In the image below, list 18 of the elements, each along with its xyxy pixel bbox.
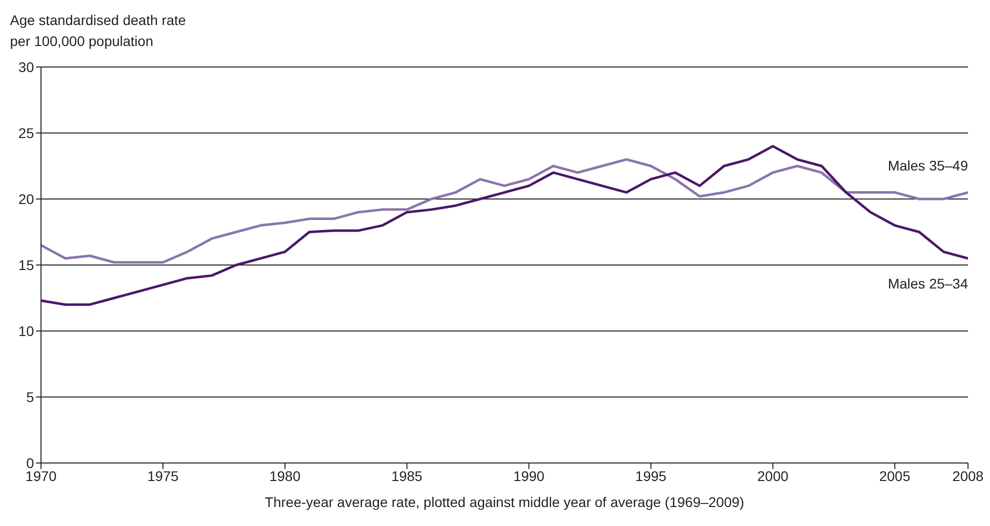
y-tick-label: 5 [26,388,34,405]
x-tick-label: 2000 [757,468,789,484]
y-tick-label: 25 [18,124,34,141]
x-tick-label: 1975 [147,468,179,484]
y-axis-title: Age standardised death rate per 100,000 population [10,11,186,51]
x-tick-label: 1985 [391,468,423,484]
y-tick-label: 20 [18,190,34,207]
x-tick-label: 1995 [635,468,667,484]
x-tick-label: 2008 [952,468,984,484]
series-label: Males 25–34 [888,275,968,292]
series-label: Males 35–49 [888,157,968,174]
x-tick-label: 1980 [269,468,301,484]
y-tick-label: 15 [18,256,34,273]
x-tick-label: 2005 [879,468,911,484]
y-tick-label: 30 [18,58,34,75]
x-axis-title: Three-year average rate, plotted against middle year of average (1969–2009) [264,493,746,512]
x-tick-label: 1990 [513,468,545,484]
y-tick-label: 10 [18,322,34,339]
